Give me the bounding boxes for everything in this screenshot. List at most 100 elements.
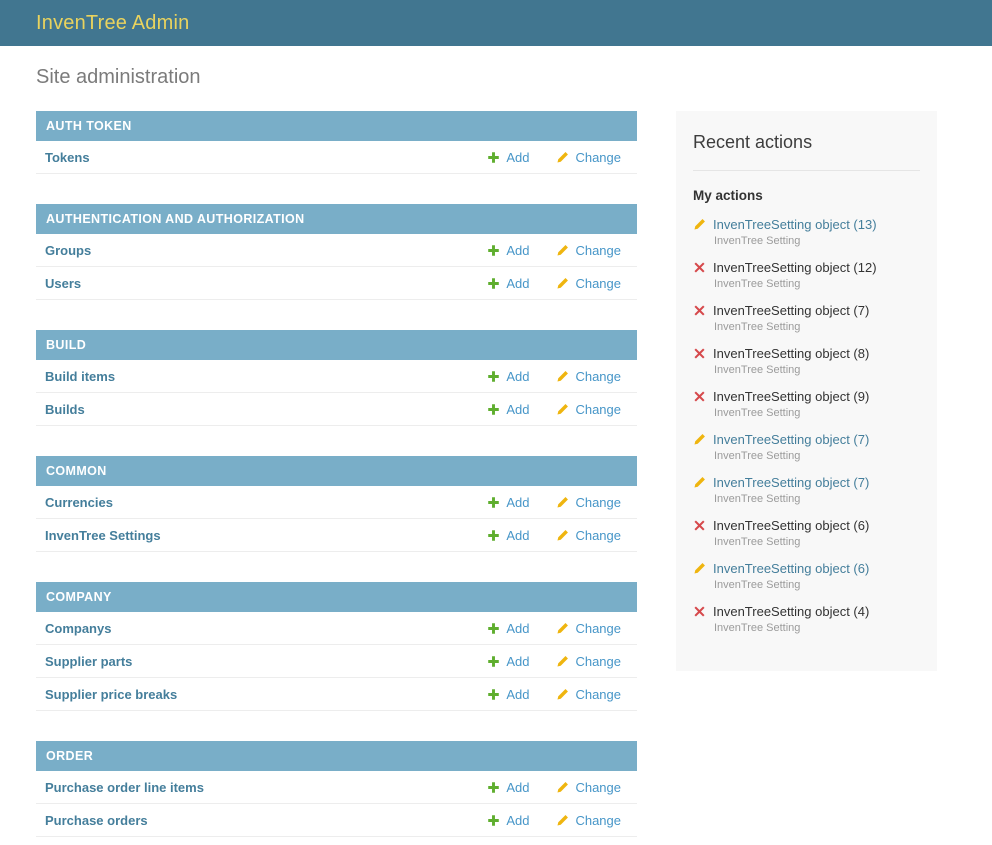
- change-button[interactable]: Change: [556, 369, 621, 384]
- pencil-icon: [556, 496, 569, 509]
- recent-action-model: InvenTree Setting: [714, 622, 801, 634]
- table-row: Groups Add Change: [36, 234, 637, 267]
- recent-action-object: InvenTreeSetting object (8): [713, 346, 870, 361]
- model-link[interactable]: Users: [45, 275, 82, 291]
- recent-action-model: InvenTree Setting: [714, 536, 801, 548]
- table-row: Supplier price breaks Add Change: [36, 678, 637, 711]
- model-link[interactable]: InvenTree Settings: [45, 527, 161, 543]
- add-button-label: Add: [506, 401, 530, 417]
- delete-x-icon: [693, 261, 706, 274]
- change-button[interactable]: Change: [556, 528, 621, 543]
- add-button-label: Add: [506, 653, 530, 669]
- module-caption[interactable]: BUILD: [36, 330, 637, 360]
- recent-action-object: InvenTreeSetting object (12): [713, 260, 877, 275]
- pencil-icon: [556, 622, 569, 635]
- table-row: InvenTree Settings Add Change: [36, 519, 637, 552]
- module-caption[interactable]: AUTH TOKEN: [36, 111, 637, 141]
- list-item: InvenTreeSetting object (8) InvenTree Se…: [693, 346, 920, 376]
- table-row: Build items Add Change: [36, 360, 637, 393]
- row-actions: Add Change: [487, 621, 621, 636]
- module-caption[interactable]: COMMON: [36, 456, 637, 486]
- add-button[interactable]: Add: [487, 402, 529, 417]
- add-button[interactable]: Add: [487, 813, 529, 828]
- list-item: InvenTreeSetting object (12) InvenTree S…: [693, 260, 920, 290]
- plus-icon: [487, 781, 500, 794]
- pencil-icon: [693, 433, 706, 446]
- model-link[interactable]: Companys: [45, 620, 112, 636]
- add-button[interactable]: Add: [487, 276, 529, 291]
- model-link[interactable]: Purchase order line items: [45, 779, 204, 795]
- recent-action-object[interactable]: InvenTreeSetting object (7): [713, 475, 870, 490]
- list-item: InvenTreeSetting object (6) InvenTree Se…: [693, 518, 920, 548]
- change-button-label: Change: [575, 242, 621, 258]
- table-row: Purchase order line items Add Change: [36, 771, 637, 804]
- table-row: Purchase orders Add Change: [36, 804, 637, 837]
- add-button[interactable]: Add: [487, 495, 529, 510]
- model-link[interactable]: Tokens: [45, 149, 90, 165]
- recent-action-model: InvenTree Setting: [714, 493, 801, 505]
- recent-action-model: InvenTree Setting: [714, 278, 801, 290]
- recent-action-model: InvenTree Setting: [714, 450, 801, 462]
- change-button[interactable]: Change: [556, 276, 621, 291]
- recent-action-object[interactable]: InvenTreeSetting object (6): [713, 561, 870, 576]
- add-button-label: Add: [506, 275, 530, 291]
- add-button[interactable]: Add: [487, 687, 529, 702]
- plus-icon: [487, 496, 500, 509]
- recent-action-object: InvenTreeSetting object (4): [713, 604, 870, 619]
- add-button-label: Add: [506, 527, 530, 543]
- row-actions: Add Change: [487, 813, 621, 828]
- app-module: COMPANY Companys Add Change: [36, 582, 637, 711]
- change-button-label: Change: [575, 779, 621, 795]
- change-button[interactable]: Change: [556, 402, 621, 417]
- row-actions: Add Change: [487, 402, 621, 417]
- recent-action-model: InvenTree Setting: [714, 407, 801, 419]
- change-button[interactable]: Change: [556, 687, 621, 702]
- change-button-label: Change: [575, 686, 621, 702]
- add-button[interactable]: Add: [487, 369, 529, 384]
- model-link[interactable]: Groups: [45, 242, 92, 258]
- add-button-label: Add: [506, 494, 530, 510]
- add-button[interactable]: Add: [487, 780, 529, 795]
- change-button-label: Change: [575, 653, 621, 669]
- change-button[interactable]: Change: [556, 495, 621, 510]
- list-item: InvenTreeSetting object (9) InvenTree Se…: [693, 389, 920, 419]
- model-link[interactable]: Supplier parts: [45, 653, 133, 669]
- add-button-label: Add: [506, 779, 530, 795]
- recent-action-model: InvenTree Setting: [714, 321, 801, 333]
- row-actions: Add Change: [487, 369, 621, 384]
- list-item: InvenTreeSetting object (7) InvenTree Se…: [693, 432, 920, 462]
- module-caption[interactable]: ORDER: [36, 741, 637, 771]
- delete-x-icon: [693, 347, 706, 360]
- change-button[interactable]: Change: [556, 654, 621, 669]
- recent-action-model: InvenTree Setting: [714, 579, 801, 591]
- recent-action-object[interactable]: InvenTreeSetting object (13): [713, 217, 877, 232]
- plus-icon: [487, 655, 500, 668]
- site-title-link[interactable]: InvenTree Admin: [36, 11, 190, 34]
- model-link[interactable]: Build items: [45, 368, 116, 384]
- add-button[interactable]: Add: [487, 150, 529, 165]
- add-button[interactable]: Add: [487, 654, 529, 669]
- add-button[interactable]: Add: [487, 528, 529, 543]
- change-button[interactable]: Change: [556, 813, 621, 828]
- change-button[interactable]: Change: [556, 150, 621, 165]
- add-button[interactable]: Add: [487, 621, 529, 636]
- app-module: COMMON Currencies Add Change: [36, 456, 637, 552]
- plus-icon: [487, 403, 500, 416]
- change-button[interactable]: Change: [556, 780, 621, 795]
- recent-action-object[interactable]: InvenTreeSetting object (7): [713, 432, 870, 447]
- change-button[interactable]: Change: [556, 621, 621, 636]
- module-caption[interactable]: AUTHENTICATION AND AUTHORIZATION: [36, 204, 637, 234]
- model-link[interactable]: Builds: [45, 401, 85, 417]
- add-button[interactable]: Add: [487, 243, 529, 258]
- change-button[interactable]: Change: [556, 243, 621, 258]
- pencil-icon: [556, 277, 569, 290]
- model-link[interactable]: Purchase orders: [45, 812, 148, 828]
- table-row: Companys Add Change: [36, 612, 637, 645]
- model-link[interactable]: Supplier price breaks: [45, 686, 178, 702]
- add-button-label: Add: [506, 812, 530, 828]
- pencil-icon: [693, 562, 706, 575]
- module-caption[interactable]: COMPANY: [36, 582, 637, 612]
- page-title: Site administration: [36, 66, 201, 88]
- row-actions: Add Change: [487, 276, 621, 291]
- model-link[interactable]: Currencies: [45, 494, 113, 510]
